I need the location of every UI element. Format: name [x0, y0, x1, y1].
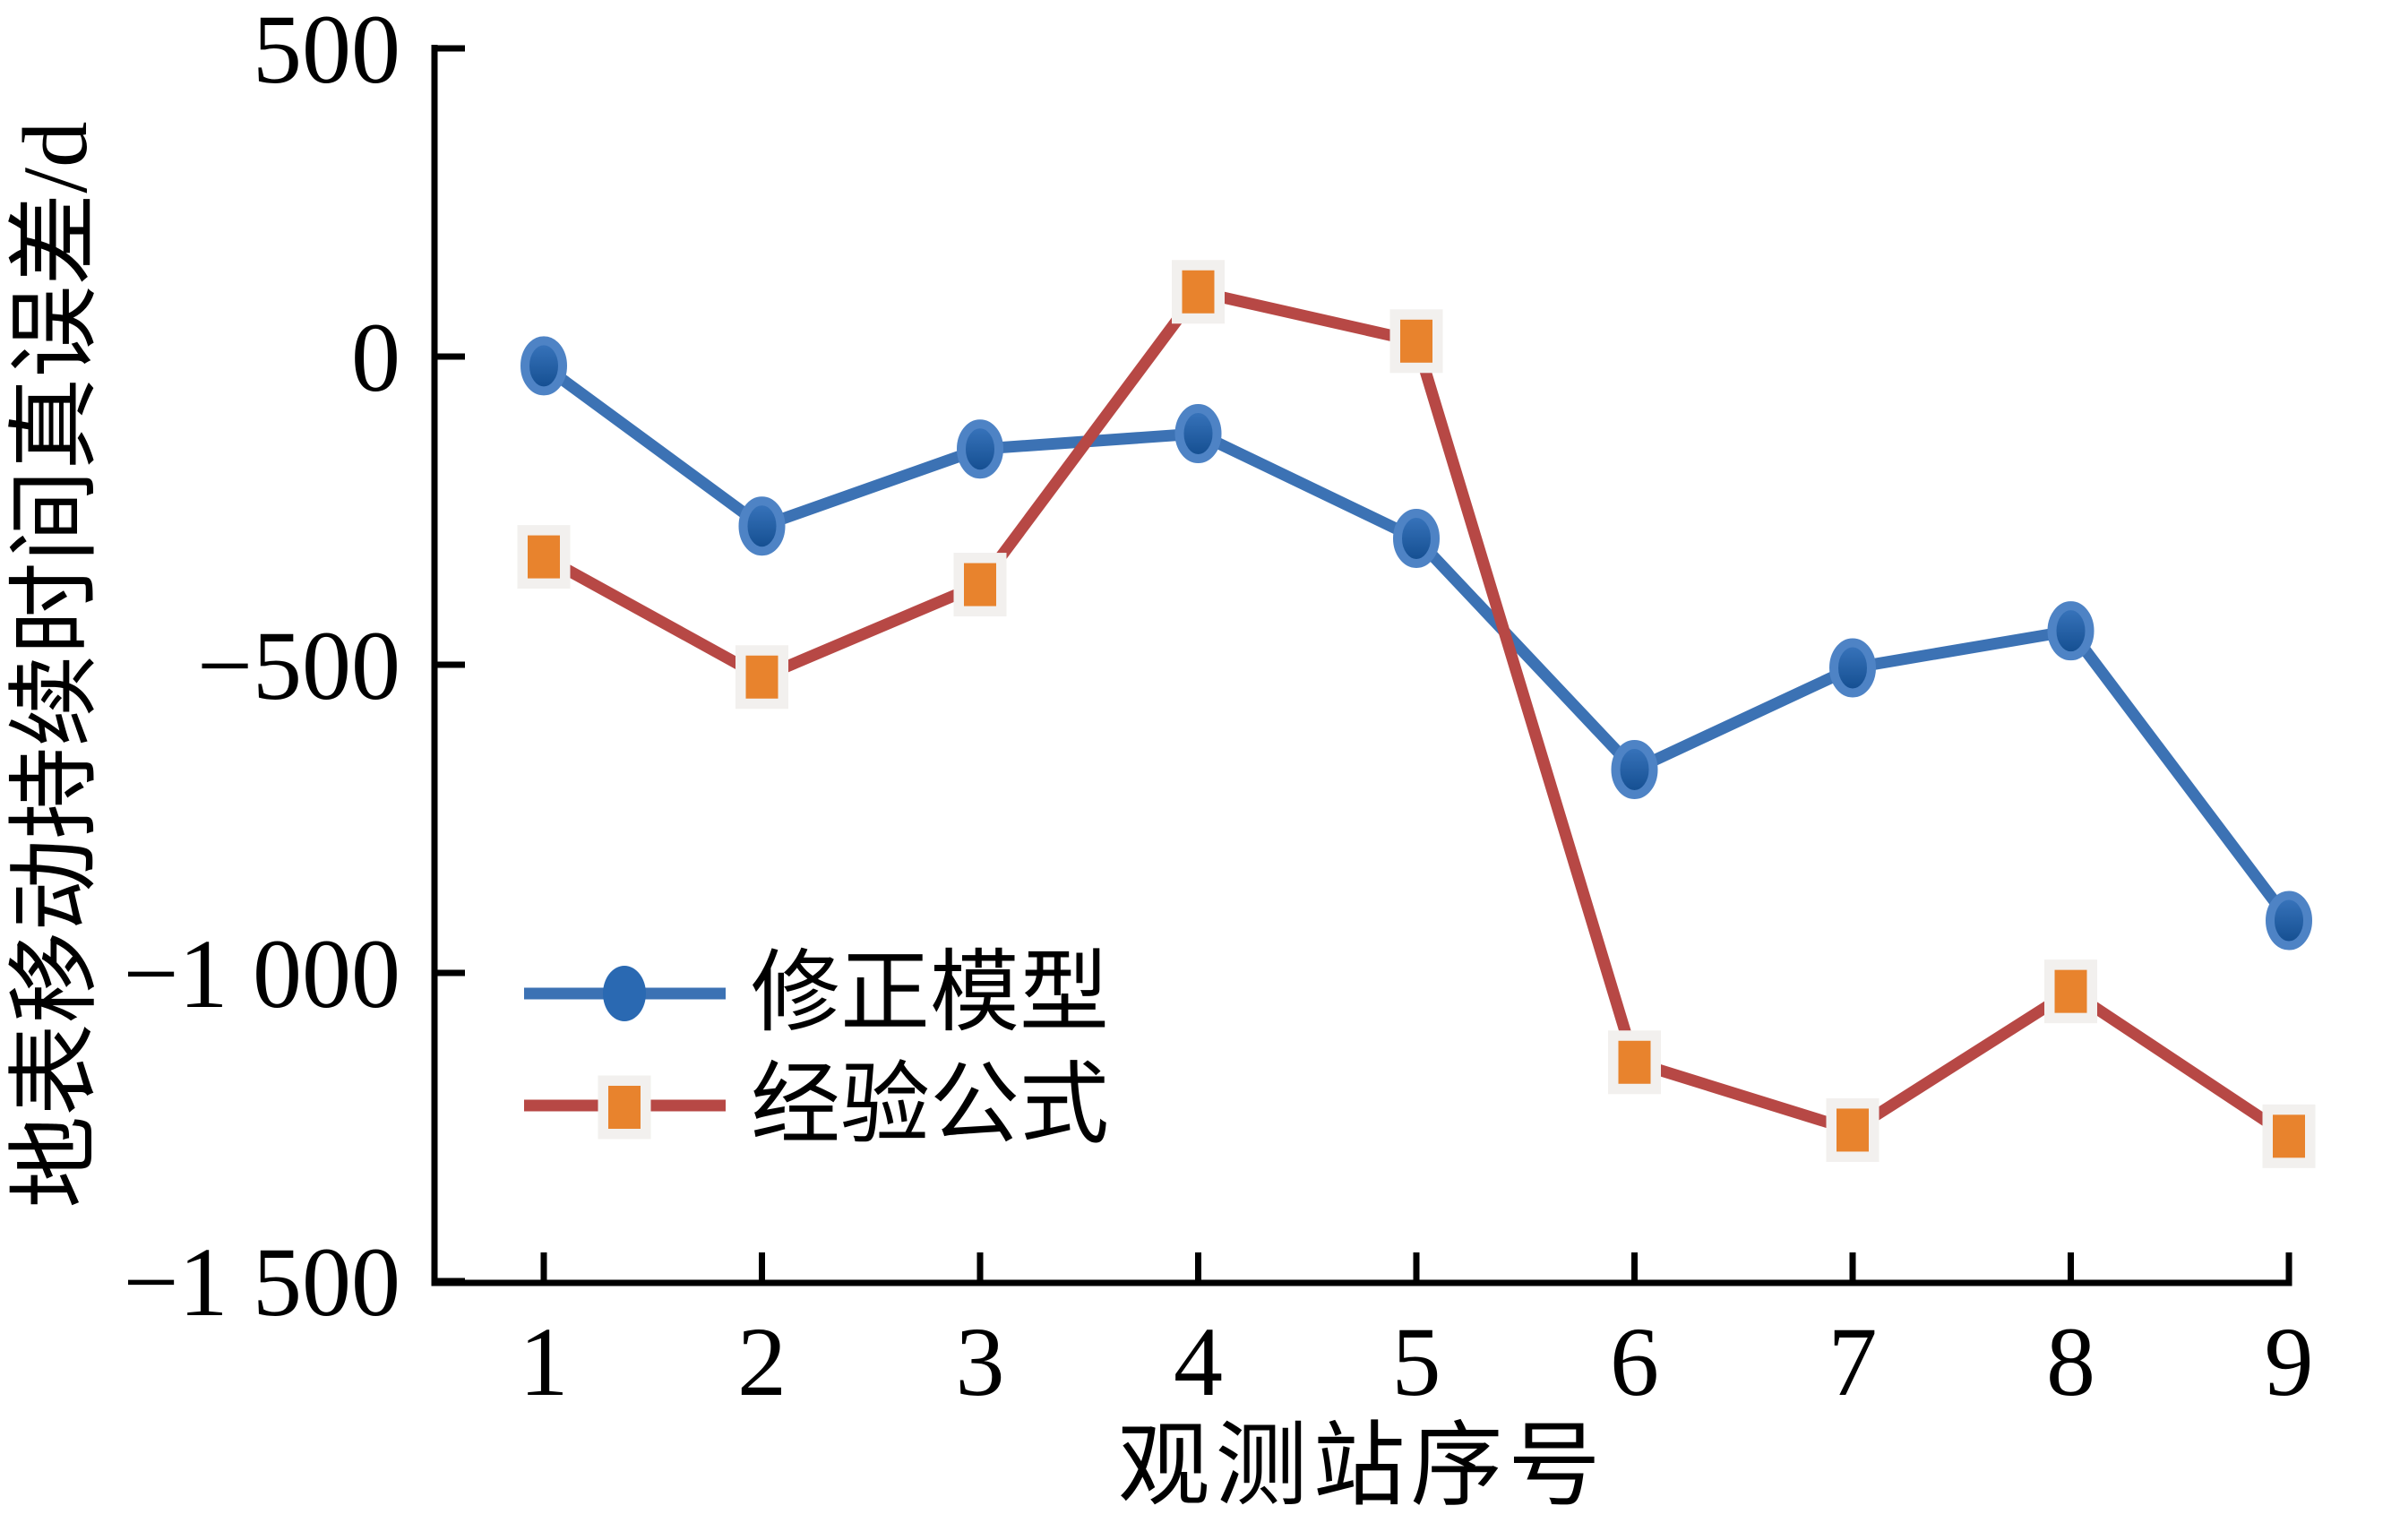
x-tick-label: 3 [956, 1307, 1005, 1416]
x-tick-label: 7 [1828, 1307, 1878, 1416]
data-point-square [2054, 969, 2087, 1013]
x-tick-label: 6 [1610, 1307, 1659, 1416]
data-point-square [1837, 1108, 1869, 1152]
legend-marker-ellipse-icon [524, 966, 726, 1021]
series-line [540, 361, 2294, 925]
y-tick-label: −1 500 [123, 1227, 400, 1337]
data-point-ellipse [2047, 601, 2095, 661]
data-point-ellipse [738, 496, 786, 556]
data-point-halo [1172, 260, 1225, 324]
x-tick-label: 5 [1392, 1307, 1441, 1416]
data-point-square [1400, 319, 1432, 363]
data-point-square [528, 535, 560, 579]
data-point-halo [1826, 1097, 1880, 1162]
series-square [517, 260, 2316, 1168]
y-tick-label: −500 [197, 611, 400, 720]
data-point-square [745, 655, 778, 699]
data-point-ellipse [2266, 890, 2312, 951]
data-point-halo [735, 645, 788, 710]
data-point-halo [2262, 1104, 2316, 1168]
legend-item-corrected-model: 修正模型 [524, 947, 1109, 1040]
y-axis-title: 地表移动持续时间真误差/d [4, 121, 107, 1209]
axis-ticks [434, 45, 2292, 1285]
data-series [517, 260, 2316, 1168]
legend-label: 经验公式 [751, 1055, 1109, 1155]
data-point-ellipse [957, 419, 1003, 479]
data-point-halo [517, 525, 571, 589]
data-point-square [2273, 1114, 2305, 1158]
data-point-halo [953, 553, 1007, 617]
data-point-ellipse [1829, 638, 1876, 698]
legend-marker-square-icon [524, 1075, 726, 1140]
data-point-ellipse [1393, 508, 1440, 568]
tick-labels: 500 0 −500 −1 000 −1 500 1 2 3 4 5 6 7 8 9 [123, 0, 2313, 1416]
x-tick-label: 1 [520, 1307, 569, 1416]
data-point-ellipse [1174, 404, 1222, 463]
data-point-ellipse [520, 336, 567, 396]
y-tick-label: 0 [351, 303, 400, 412]
legend-item-empirical-formula: 经验公式 [524, 1059, 1109, 1152]
data-point-square [1182, 270, 1215, 314]
data-point-square [1618, 1040, 1651, 1084]
x-tick-label: 4 [1174, 1307, 1223, 1416]
y-tick-label: −1 000 [123, 919, 400, 1028]
x-tick-label: 9 [2265, 1307, 2314, 1416]
y-tick-label: 500 [253, 0, 400, 104]
legend-label: 修正模型 [751, 943, 1109, 1043]
x-tick-label: 8 [2046, 1307, 2095, 1416]
data-point-square [964, 563, 996, 607]
data-point-halo [2044, 959, 2097, 1024]
data-point-halo [1389, 309, 1443, 374]
series-ellipse [520, 336, 2312, 951]
data-point-halo [1608, 1030, 1661, 1095]
x-axis-title: 观测站序号 [1117, 1415, 1606, 1518]
data-point-ellipse [1611, 739, 1658, 799]
x-tick-label: 2 [737, 1307, 787, 1416]
